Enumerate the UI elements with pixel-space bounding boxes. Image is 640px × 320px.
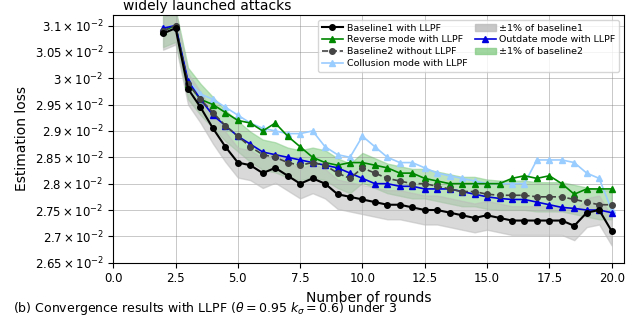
Text: (b) Convergence results with LLPF ($\theta = 0.95\ k_\sigma = 0.6$) under 3: (b) Convergence results with LLPF ($\the… bbox=[13, 300, 397, 317]
Legend: Baseline1 with LLPF, Reverse mode with LLPF, Baseline2 without LLPF, Collusion m: Baseline1 with LLPF, Reverse mode with L… bbox=[318, 20, 620, 72]
Y-axis label: Estimation loss: Estimation loss bbox=[15, 86, 29, 191]
X-axis label: Number of rounds: Number of rounds bbox=[306, 291, 431, 305]
Text: widely launched attacks: widely launched attacks bbox=[124, 0, 292, 12]
